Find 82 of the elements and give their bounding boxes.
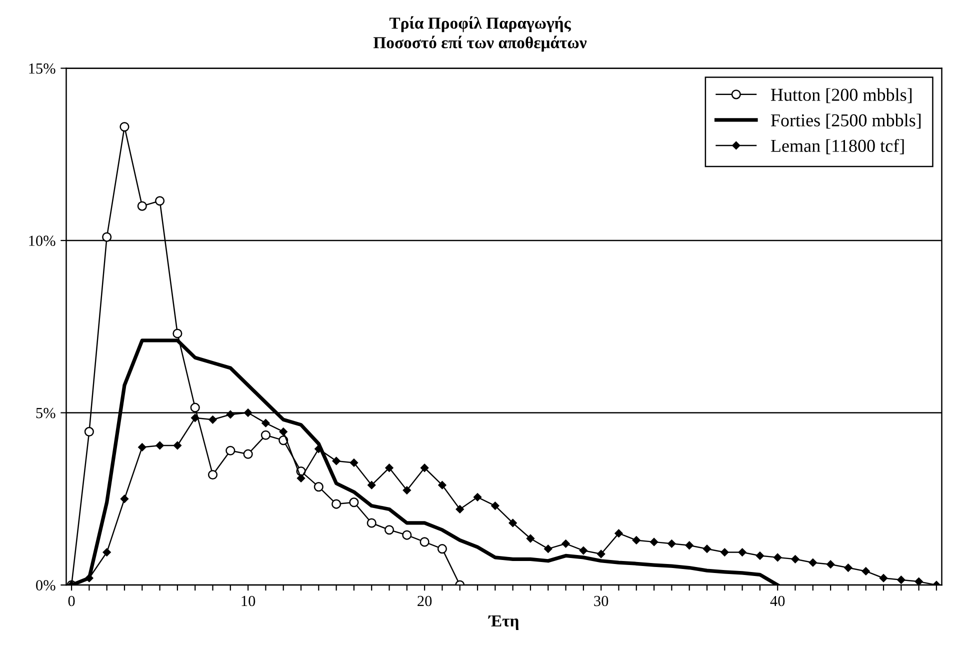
point (208, 416, 217, 424)
point (914, 577, 923, 585)
point (437, 544, 448, 554)
x-tick-label: 20 (418, 596, 432, 606)
point (385, 464, 394, 472)
point (172, 328, 182, 338)
point (102, 232, 112, 242)
point (597, 550, 606, 558)
point (350, 458, 358, 467)
point (756, 552, 764, 560)
point (614, 529, 623, 538)
point (226, 410, 234, 419)
point (190, 402, 200, 412)
point (491, 502, 500, 510)
point (173, 441, 182, 450)
point (155, 196, 165, 206)
point (243, 449, 253, 459)
point (879, 574, 888, 582)
x-tick-label: 10 (242, 596, 256, 606)
point (544, 544, 552, 553)
point (262, 419, 270, 428)
point (438, 481, 446, 490)
y-tick-label: 10% (29, 236, 56, 246)
point (897, 576, 906, 584)
chart-subtitle: Ποσοστό επί των αποθεμάτων (374, 36, 587, 52)
point (720, 548, 729, 556)
legend-label: Hutton [200 mbbls] (770, 88, 912, 104)
point (456, 505, 464, 514)
x-tick-label: 40 (770, 596, 785, 606)
y-tick-label: 0% (36, 580, 56, 590)
point (650, 538, 658, 546)
point (296, 474, 306, 482)
point (702, 544, 712, 553)
point (349, 498, 359, 508)
point (244, 408, 252, 417)
legend-label: Forties [2500 mbbls] (770, 114, 921, 129)
point (138, 443, 146, 452)
point (208, 470, 218, 480)
point (120, 494, 129, 503)
point (562, 540, 570, 548)
point (791, 555, 800, 564)
point (579, 546, 588, 555)
point (156, 441, 164, 450)
point (402, 486, 411, 494)
point (508, 518, 517, 528)
point (279, 428, 288, 436)
point (632, 536, 640, 544)
point (526, 534, 535, 543)
point (85, 574, 94, 582)
point (366, 518, 376, 528)
x-axis-title: Έτη (488, 615, 519, 630)
legend-label: Leman [11800 tcf] (770, 139, 904, 154)
x-tick-label: 30 (594, 596, 608, 606)
point (332, 499, 342, 509)
point (844, 564, 852, 572)
y-tick-label: 5% (36, 408, 56, 418)
y-tick-label: 15% (29, 63, 56, 74)
point (314, 482, 324, 492)
point (402, 530, 412, 540)
point (384, 525, 394, 535)
point (862, 567, 870, 576)
point (420, 464, 429, 472)
chart-title: Τρία Προφίλ Παραγωγής (389, 16, 571, 32)
point (685, 541, 694, 550)
point (368, 481, 376, 490)
point (260, 430, 270, 440)
point (84, 426, 94, 436)
point (420, 537, 430, 547)
point (314, 444, 323, 453)
point (226, 446, 236, 456)
point (191, 414, 200, 422)
point (137, 201, 147, 211)
point (102, 548, 111, 556)
point (120, 122, 130, 132)
point (826, 560, 835, 568)
point (774, 553, 782, 562)
point (332, 456, 340, 466)
point (473, 493, 482, 502)
point (738, 548, 746, 556)
point (668, 540, 676, 548)
x-tick-label: 0 (68, 596, 75, 606)
point (808, 558, 817, 567)
